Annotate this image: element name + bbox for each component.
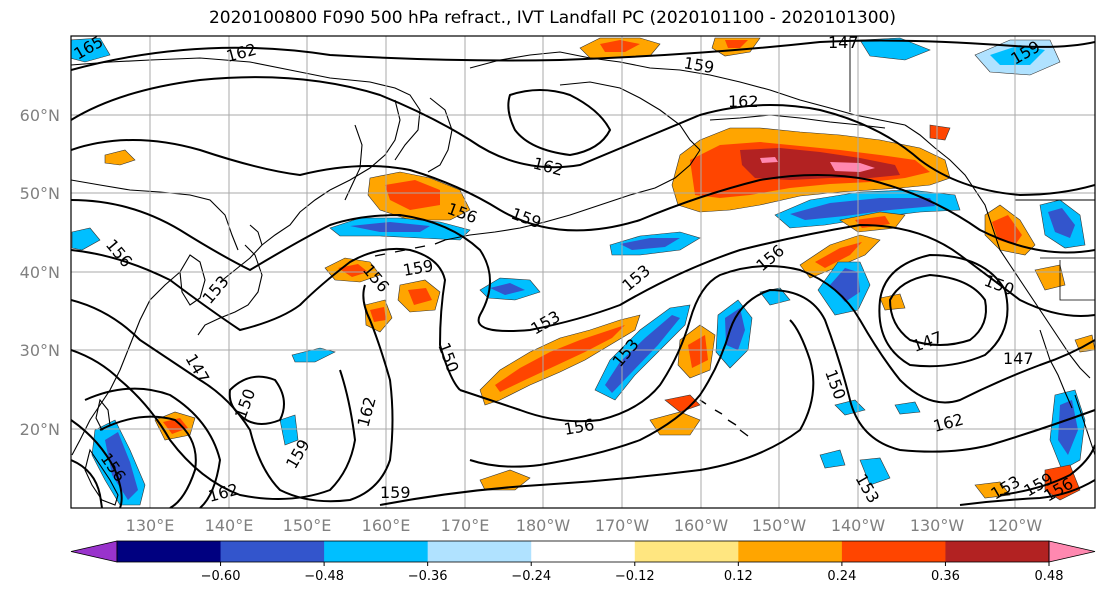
colorbar-swatch	[945, 541, 1050, 562]
lat-label: 20°N	[20, 420, 60, 439]
plot-frame	[70, 35, 1096, 509]
lon-label: 140°W	[831, 516, 886, 535]
colorbar-frame	[116, 540, 1050, 563]
colorbar-swatch	[531, 541, 636, 562]
lon-label: 170°E	[441, 516, 490, 535]
colorbar-swatch	[634, 541, 739, 562]
lon-label: 140°E	[205, 516, 254, 535]
lon-label: 160°E	[362, 516, 411, 535]
colorbar-swatch	[738, 541, 843, 562]
lat-label: 50°N	[20, 184, 60, 203]
colorbar-tick-label: 0.12	[724, 569, 753, 584]
contour-label: 147	[828, 33, 859, 52]
colorbar-tick-label: 0.24	[827, 569, 856, 584]
graticule	[71, 36, 1095, 508]
lon-label: 170°W	[595, 516, 650, 535]
colorbar-tick-label: −0.60	[201, 569, 241, 584]
colorbar-swatch	[841, 541, 946, 562]
positive-anomaly-gulf-peak	[830, 162, 875, 172]
colorbar-swatch	[427, 541, 532, 562]
colorbar-extend-low	[70, 540, 118, 563]
colorbar-tick-label: −0.12	[615, 569, 655, 584]
contour-label: 159	[380, 483, 411, 502]
colorbar: −0.60 −0.48 −0.36 −0.24 −0.12 0.12 0.24 0.36 0.4…	[70, 540, 1096, 584]
lon-label: 180°W	[516, 516, 571, 535]
lon-label: 130°W	[910, 516, 965, 535]
colorbar-tick-label: 0.36	[931, 569, 960, 584]
colorbar-tick-label: 0.48	[1035, 569, 1064, 584]
colorbar-swatch	[220, 541, 325, 562]
colorbar-tick-label: −0.24	[511, 569, 551, 584]
height-contours	[71, 39, 1095, 508]
lat-label: 30°N	[20, 341, 60, 360]
colorbar-swatch	[324, 541, 429, 562]
map-title: 2020100800 F090 500 hPa refract., IVT La…	[208, 8, 896, 28]
lon-label: 120°W	[988, 516, 1043, 535]
lat-label: 40°N	[20, 263, 60, 282]
colorbar-swatch	[117, 541, 222, 562]
lon-label: 150°E	[283, 516, 332, 535]
lon-label: 150°W	[752, 516, 807, 535]
latitude-labels: 60°N 50°N 40°N 30°N 20°N	[20, 106, 60, 439]
lon-label: 130°E	[126, 516, 175, 535]
colorbar-extend-high	[1048, 540, 1096, 563]
lat-label: 60°N	[20, 106, 60, 125]
colorbar-tick-label: −0.36	[408, 569, 448, 584]
contour-label: 162	[728, 92, 759, 111]
lon-label: 160°W	[674, 516, 729, 535]
longitude-labels: 130°E 140°E 150°E 160°E 170°E 180°W 170°…	[126, 516, 1043, 535]
colorbar-tick-label: −0.48	[304, 569, 344, 584]
contour-label: 147	[1003, 349, 1034, 368]
positive-anomaly-gulf-peak-2	[760, 157, 778, 163]
